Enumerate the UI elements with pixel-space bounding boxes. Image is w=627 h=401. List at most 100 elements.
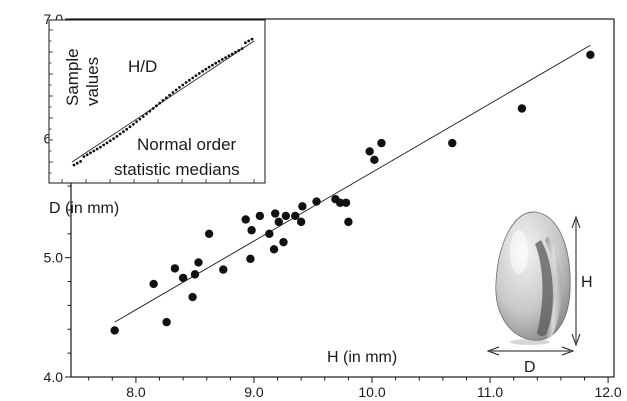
data-point [247, 226, 256, 235]
data-point [298, 202, 307, 211]
inset-point [171, 91, 175, 94]
inset-point [145, 112, 148, 116]
shell-highlight [510, 230, 528, 274]
data-point [219, 265, 228, 274]
inset-point [250, 37, 254, 41]
data-point [194, 258, 203, 267]
data-point [365, 147, 374, 156]
inset-point [138, 117, 142, 121]
inset-y-label-line1: Sample [63, 48, 82, 106]
x-tick-label: 9.0 [244, 384, 264, 400]
inset-data-points [72, 37, 254, 167]
inset-point [240, 47, 244, 50]
inset-y-label-line2: values [83, 57, 102, 106]
y-tick-label: 4.0 [44, 369, 64, 385]
inset-point [148, 109, 152, 113]
inset-point [92, 149, 96, 153]
plot-frame [70, 18, 615, 378]
data-point [170, 264, 180, 273]
diameter-label: D [524, 359, 536, 376]
inset-point [227, 54, 231, 58]
data-point [448, 138, 457, 148]
data-point [255, 211, 265, 221]
data-point [370, 155, 379, 165]
inset-point [201, 69, 205, 73]
shell-lip [545, 236, 562, 338]
data-point [335, 198, 345, 207]
data-point [279, 237, 288, 247]
inset-point [131, 122, 135, 126]
inset-point [122, 130, 125, 134]
inset-point [108, 139, 112, 143]
height-arrow-top [571, 215, 581, 229]
inset-point [141, 115, 145, 118]
x-tick-label: 8.0 [126, 384, 146, 400]
inset-point [95, 147, 99, 151]
inset-point [89, 151, 92, 155]
inset-point [168, 93, 172, 97]
height-label: H [581, 274, 593, 291]
data-point [265, 229, 274, 238]
x-axis-label: H (in mm) [327, 349, 397, 366]
inset-point [161, 99, 165, 102]
inset-point [211, 63, 214, 67]
diameter-arrow-left [486, 346, 500, 356]
inset-x-label-line2: statistic medians [114, 160, 240, 179]
inset-point [135, 120, 139, 124]
data-point [149, 279, 158, 289]
data-point [586, 50, 595, 59]
inset-point [207, 65, 211, 69]
inset-qq-plot: H/D Sample values Normal order statistic… [48, 19, 266, 184]
inset-y-ticks [49, 29, 53, 174]
inset-point [224, 56, 228, 59]
inset-point [155, 104, 158, 108]
inset-title: H/D [128, 57, 157, 76]
data-point [517, 104, 527, 113]
data-point [281, 211, 291, 221]
data-point [271, 209, 280, 218]
inset-point [79, 160, 82, 163]
inset-point [174, 88, 178, 92]
inset-point [188, 78, 191, 82]
data-point [377, 138, 386, 148]
data-point [344, 217, 353, 227]
inset-x-ticks [61, 179, 255, 183]
inset-point [115, 135, 119, 138]
height-arrow-bottom [571, 333, 581, 347]
data-point [190, 270, 200, 279]
inset-point [82, 155, 86, 159]
data-point [178, 273, 188, 283]
inset-point [237, 49, 241, 52]
inset-point [197, 72, 201, 75]
inset-point [75, 161, 79, 165]
inset-point [85, 153, 89, 157]
inset-point [204, 67, 208, 71]
inset-point [72, 163, 76, 167]
inset-point [128, 125, 132, 129]
inset-point [214, 61, 218, 65]
x-tick-label: 11.0 [477, 384, 503, 400]
data-point [274, 217, 283, 227]
inset-point [181, 83, 185, 87]
inset-point [99, 145, 102, 149]
inset-point [194, 74, 198, 77]
inset-point [151, 107, 155, 110]
data-point [162, 317, 171, 327]
data-point [296, 217, 306, 227]
inset-point [112, 137, 115, 141]
inset-x-label-line1: Normal order [137, 135, 237, 154]
inset-point [164, 96, 168, 100]
inset-point [230, 52, 234, 56]
inset-point [247, 39, 251, 43]
y-axis-label: D (in mm) [49, 200, 119, 217]
shell-shadow [510, 339, 550, 345]
data-point [204, 229, 214, 238]
inset-point [125, 127, 129, 131]
data-point [341, 198, 351, 207]
inset-point [244, 41, 247, 45]
data-point [312, 197, 321, 206]
data-point [241, 215, 250, 224]
shell-illustration: H D [486, 211, 593, 376]
inset-point [158, 101, 162, 105]
